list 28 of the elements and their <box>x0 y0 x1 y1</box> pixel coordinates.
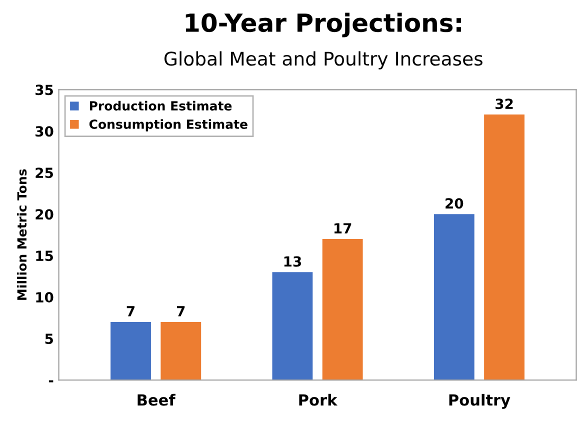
bar <box>272 272 313 380</box>
chart-subtitle: Global Meat and Poultry Increases <box>164 51 482 70</box>
y-axis-title: Million Metric Tons <box>16 169 27 300</box>
y-tick-label: 5 <box>45 334 53 344</box>
y-tick-label: 15 <box>36 250 53 262</box>
legend-label: Production Estimate <box>90 100 232 111</box>
y-tick-label: 20 <box>36 209 54 220</box>
data-label: 7 <box>126 306 134 316</box>
x-tick-label: Beef <box>138 394 176 406</box>
data-label: 17 <box>334 223 352 234</box>
y-tick-label: 25 <box>36 168 53 178</box>
y-tick-label: 35 <box>36 84 53 96</box>
y-tick-label: - <box>48 380 54 382</box>
data-label: 7 <box>176 306 185 316</box>
bar <box>322 239 363 380</box>
chart-title: 10-Year Projections: <box>186 12 461 38</box>
legend-label: Consumption Estimate <box>89 119 248 132</box>
data-label: 32 <box>496 98 513 110</box>
bar <box>160 322 202 380</box>
data-label: 20 <box>446 198 464 209</box>
x-tick-label: Poultry <box>449 394 510 409</box>
bar <box>484 114 524 380</box>
y-tick-label: 10 <box>36 292 54 303</box>
bar <box>110 322 151 380</box>
data-label: 13 <box>284 256 302 267</box>
x-tick-label: Pork <box>299 394 338 406</box>
y-tick-label: 30 <box>36 126 54 137</box>
bar <box>434 214 474 380</box>
